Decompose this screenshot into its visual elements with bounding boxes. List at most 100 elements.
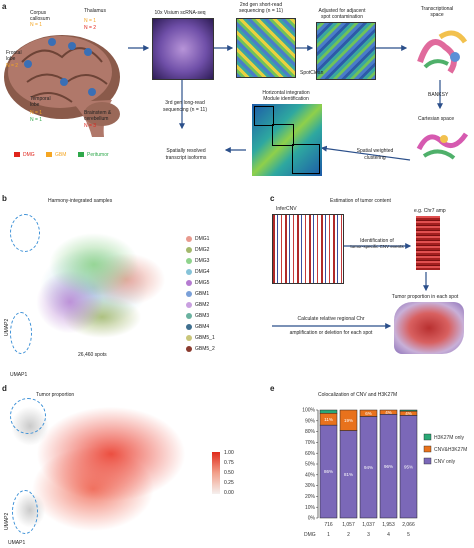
count-label: 1,953 <box>382 522 395 528</box>
visium-label: 10x Visium scRNA-seq <box>154 10 206 16</box>
bar-segment <box>339 409 358 431</box>
legend-e-swatch <box>423 445 432 453</box>
corpus-label-2: callosum <box>30 16 50 22</box>
legend-b-label: DMG2 <box>195 247 210 253</box>
infercnv-heatmap <box>272 214 344 284</box>
legend-b-label: GBM5_2 <box>195 346 215 352</box>
weighted-label-2: clustering <box>364 155 386 161</box>
tumor-proportion-umap <box>10 398 192 538</box>
spatially-label-1: Spatially resolved <box>166 148 206 154</box>
adjusted-label-2: spot contamination <box>321 14 363 20</box>
proportion-label: Tumor proportion in each spot <box>391 294 459 300</box>
count-label: 2,066 <box>402 522 415 528</box>
y-tick-label: 90% <box>305 418 316 424</box>
legend-b-swatch <box>186 269 192 275</box>
panel-e-letter: e <box>270 384 275 393</box>
spotclean-label: SpotClean <box>300 70 324 76</box>
legend-b-swatch <box>186 324 192 330</box>
temporal-label-1: Temporal <box>30 96 51 102</box>
long-read-label-2: sequencing (n = 11) <box>163 107 207 113</box>
scale-0: 0.00 <box>224 490 234 496</box>
x-tick-label: 4 <box>387 532 390 538</box>
panel-d-letter: d <box>2 384 7 393</box>
y-tick-label: 70% <box>305 440 316 446</box>
x-prefix-label: DMG <box>304 532 316 538</box>
legend-e-label: CNV&H3K27M <box>434 447 467 453</box>
scale-1: 1.00 <box>224 450 234 456</box>
transcriptional-label-1: Transcriptional <box>420 6 454 12</box>
scale-075: 0.75 <box>224 460 234 466</box>
chr7-label: e.g. Chr7 amp <box>414 208 446 214</box>
calc-label-2: amplification or deletion for each spot <box>289 330 373 336</box>
short-read-label-1: 2nd gen short-read <box>239 2 283 8</box>
y-tick-label: 10% <box>305 505 316 511</box>
bar-label: 94% <box>364 465 373 470</box>
y-tick-label: 80% <box>305 429 316 435</box>
count-label: 1,037 <box>362 522 375 528</box>
bar-segment <box>359 409 378 417</box>
legend-b-label: GBM4 <box>195 324 210 330</box>
adjusted-label-1: Adjusted for adjacent <box>318 8 366 14</box>
count-label: 716 <box>324 522 333 528</box>
scale-05: 0.50 <box>224 470 234 476</box>
y-tick-label: 100% <box>302 408 315 414</box>
panel-d-umap1: UMAP1 <box>8 540 26 546</box>
frontal-n: N = 2 <box>6 63 19 69</box>
bar-label: 4% <box>385 410 392 415</box>
legend-b-swatch <box>186 291 192 297</box>
bar-label: 19% <box>344 418 353 423</box>
cartesian-umap <box>416 132 469 160</box>
frontal-label-1: Frontal <box>6 50 22 56</box>
legend-b-label: DMG3 <box>195 258 210 264</box>
legend-b-swatch <box>186 302 192 308</box>
panel-d-umap2: UMAP2 <box>4 512 10 530</box>
count-label: 1,057 <box>342 522 355 528</box>
legend-b-label: GBM2 <box>195 302 210 308</box>
legend-b-label: GBM5_1 <box>195 335 215 341</box>
bar-segment <box>399 409 418 412</box>
legend-b-swatch <box>186 280 192 286</box>
legend-b-label: GBM1 <box>195 291 210 297</box>
adjusted-spot-image <box>316 22 376 80</box>
brainstem-n: N = 3 <box>84 123 97 129</box>
temporal-n1: N = 1 <box>30 110 43 116</box>
legend-e-label: H3K27M only <box>434 435 465 441</box>
panel-b-letter: b <box>2 194 7 203</box>
infercnv-label: InferCNV <box>276 206 297 212</box>
chr7-amp-strip <box>416 216 440 270</box>
scale-025: 0.25 <box>224 480 234 486</box>
panel-b-umap1: UMAP1 <box>10 372 28 378</box>
bar-segment <box>319 409 338 414</box>
y-tick-label: 0% <box>308 516 316 522</box>
long-read-label-1: 3rd gen long-read <box>165 100 205 106</box>
x-tick-label: 5 <box>407 532 410 538</box>
short-read-spot-image <box>236 18 296 78</box>
frontal-label-2: lobe <box>6 56 16 62</box>
legend-b-label: DMG4 <box>195 269 210 275</box>
legend-gbm: GBM <box>55 152 67 158</box>
panel-c-title: Estimation of tumor content <box>330 198 391 204</box>
bar-label: 6% <box>365 411 372 416</box>
proportion-colorbar <box>212 452 220 494</box>
y-tick-label: 20% <box>305 494 316 500</box>
legend-b-swatch <box>186 335 192 341</box>
bar-segment <box>379 409 398 415</box>
legend-b-label: DMG5 <box>195 280 210 286</box>
bar-label: 86% <box>324 469 333 474</box>
y-tick-label: 30% <box>305 483 316 489</box>
thalamus-label: Thalamus <box>84 8 106 14</box>
panel-a-letter: a <box>2 2 7 11</box>
bar-label: 81% <box>344 472 353 477</box>
y-tick-label: 50% <box>305 462 316 468</box>
temporal-n2: N = 1 <box>30 117 43 123</box>
panel-c-letter: c <box>270 194 275 203</box>
legend-e-swatch <box>423 433 432 441</box>
legend-b-swatch <box>186 258 192 264</box>
y-tick-label: 40% <box>305 472 316 478</box>
bar-label: 96% <box>384 464 393 469</box>
module-heatmap <box>252 104 322 176</box>
tumor-proportion-tissue <box>394 302 464 354</box>
ident-label-2: tumor-specific CNV events <box>350 244 404 249</box>
